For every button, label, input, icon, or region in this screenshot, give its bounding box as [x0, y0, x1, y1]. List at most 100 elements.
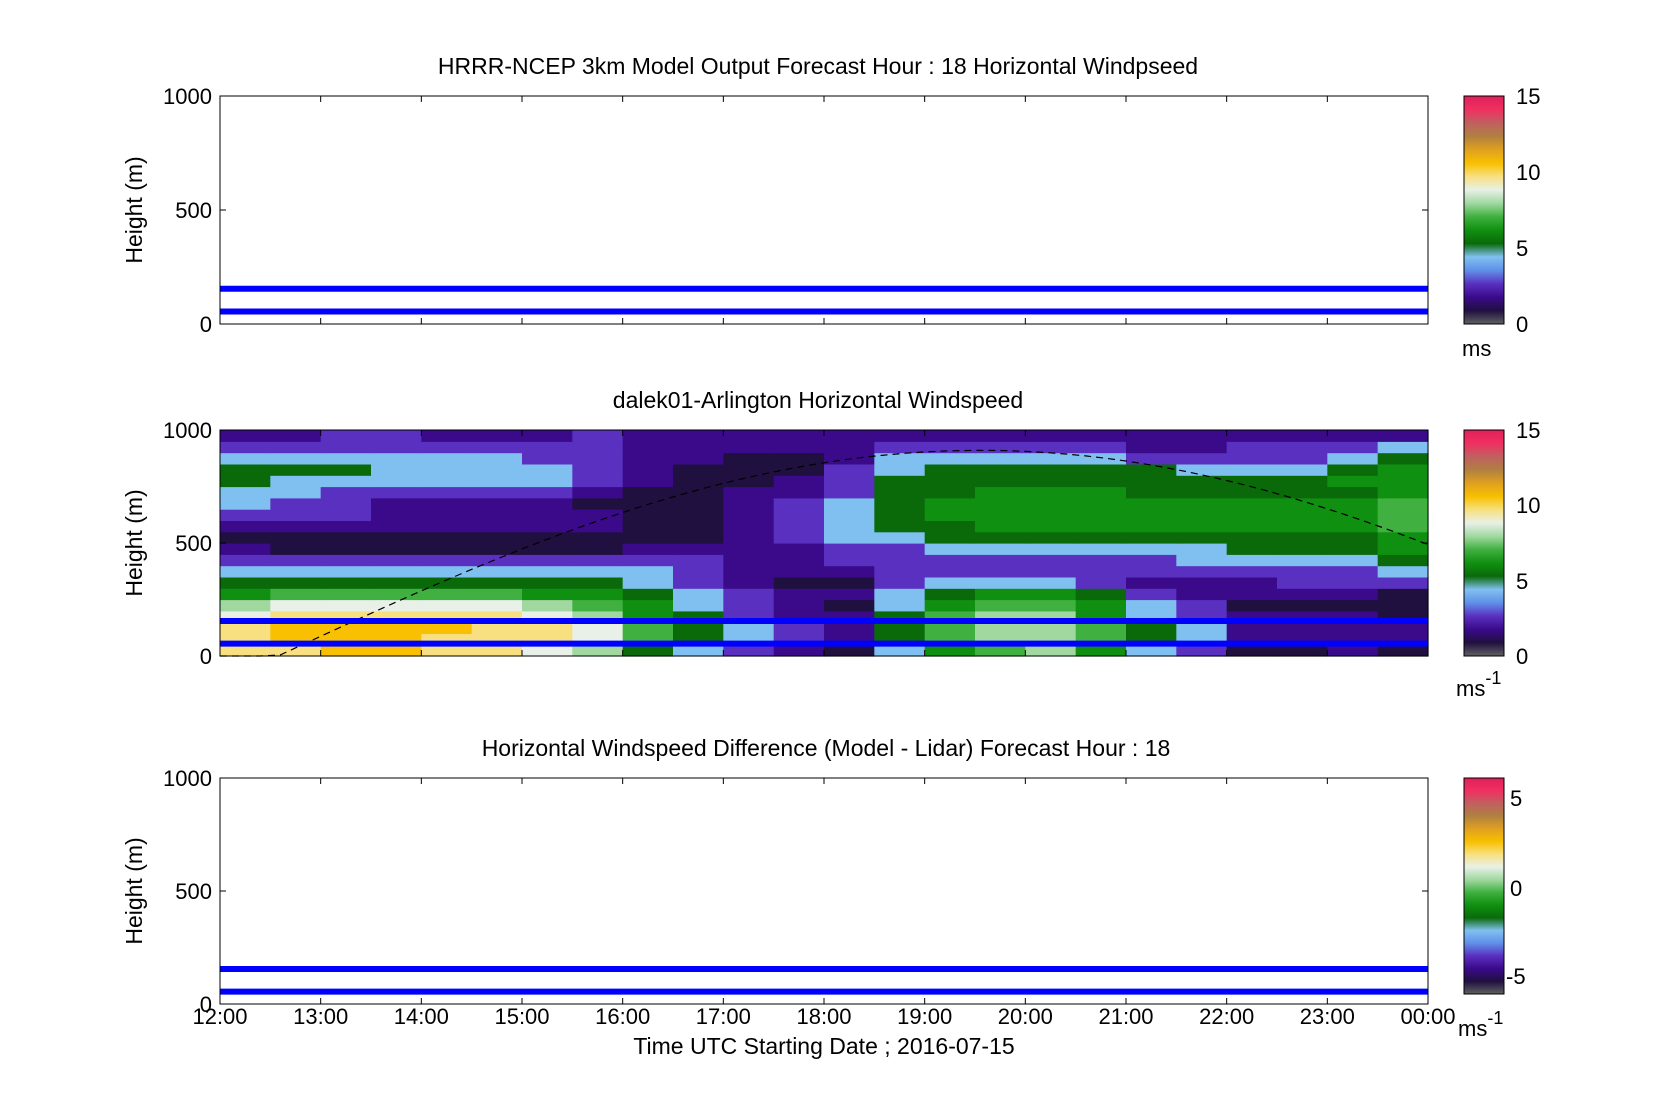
heatmap-cell — [1327, 475, 1379, 488]
heatmap-cell — [773, 565, 825, 578]
heatmap-cell — [572, 452, 624, 465]
heatmap-cell — [975, 520, 1026, 533]
heatmap-cell — [1226, 509, 1278, 521]
heatmap-cell — [622, 520, 674, 533]
heatmap-cell — [1126, 622, 1177, 634]
heatmap-cell — [773, 576, 825, 589]
heatmap-cell — [622, 430, 674, 442]
heatmap-cell — [1126, 520, 1177, 533]
heatmap-cell — [270, 565, 322, 578]
heatmap-cell — [371, 497, 422, 510]
heatmap-cell — [320, 520, 372, 533]
heatmap-cell — [1025, 531, 1077, 544]
heatmap-cell — [673, 463, 724, 476]
heatmap-cell — [320, 633, 372, 646]
heatmap-cell — [1327, 531, 1379, 544]
heatmap-cell — [421, 475, 473, 488]
heatmap-cell — [270, 509, 322, 521]
heatmap-cell — [1327, 565, 1379, 578]
heatmap-cell — [220, 463, 271, 476]
heatmap-cell — [1277, 622, 1328, 634]
heatmap-cell — [471, 554, 523, 567]
heatmap-cell — [522, 543, 573, 555]
heatmap-cell — [1025, 554, 1077, 567]
heatmap-cell — [371, 644, 422, 657]
x-tick-label: 18:00 — [796, 1004, 851, 1029]
heatmap-cell — [1025, 452, 1077, 465]
heatmap-cell — [1176, 588, 1228, 601]
heatmap-cell — [471, 633, 523, 646]
heatmap-cell — [1226, 633, 1278, 646]
heatmap-cell — [723, 463, 775, 476]
heatmap-cell — [522, 497, 573, 510]
heatmap-cell — [924, 610, 976, 623]
heatmap-cell — [773, 475, 825, 488]
heatmap-cell — [673, 622, 724, 634]
heatmap-cell — [1075, 633, 1127, 646]
heatmap-cell — [522, 486, 573, 499]
panel-lidar-cbar-tick-10: 10 — [1516, 493, 1540, 518]
heatmap-cell — [572, 622, 624, 634]
heatmap-cell — [371, 554, 422, 567]
heatmap-cell — [975, 610, 1026, 623]
heatmap-cell — [572, 463, 624, 476]
panel-lidar-cbar-tick-15: 15 — [1516, 418, 1540, 443]
heatmap-cell — [975, 565, 1026, 578]
heatmap-cell — [471, 452, 523, 465]
heatmap-cell — [1226, 644, 1278, 657]
heatmap-cell — [1377, 486, 1429, 499]
heatmap-cell — [471, 576, 523, 589]
panel-model-cbar-tick-0: 0 — [1516, 312, 1528, 337]
heatmap-cell — [421, 497, 473, 510]
heatmap-cell — [975, 599, 1026, 612]
heatmap-cell — [622, 486, 674, 499]
heatmap-cell — [874, 622, 926, 634]
heatmap-cell — [1226, 430, 1278, 442]
heatmap-cell — [773, 497, 825, 510]
heatmap-cell — [1277, 441, 1328, 454]
heatmap-cell — [522, 531, 573, 544]
heatmap-cell — [220, 588, 271, 601]
heatmap-cell — [220, 610, 271, 623]
heatmap-cell — [824, 599, 875, 612]
heatmap-cell — [522, 509, 573, 521]
heatmap-cell — [1126, 486, 1177, 499]
heatmap-cell — [371, 452, 422, 465]
heatmap-cell — [572, 554, 624, 567]
heatmap-cell — [622, 452, 674, 465]
x-tick-label: 19:00 — [897, 1004, 952, 1029]
heatmap-cell — [773, 554, 825, 567]
x-tick-label: 16:00 — [595, 1004, 650, 1029]
heatmap-cell — [371, 441, 422, 454]
heatmap-cell — [1176, 486, 1228, 499]
heatmap-cell — [622, 554, 674, 567]
heatmap-cell — [220, 486, 271, 499]
heatmap-cell — [270, 452, 322, 465]
heatmap-cell — [1075, 497, 1127, 510]
heatmap-cell — [1176, 599, 1228, 612]
heatmap-cell — [1277, 475, 1328, 488]
heatmap-cell — [572, 509, 624, 521]
heatmap-cell — [1377, 509, 1429, 521]
heatmap-cell — [421, 520, 473, 533]
heatmap-cell — [673, 531, 724, 544]
heatmap-cell — [471, 622, 523, 634]
heatmap-cell — [572, 633, 624, 646]
heatmap-cell — [1176, 554, 1228, 567]
x-tick-label: 21:00 — [1098, 1004, 1153, 1029]
heatmap-cell — [975, 588, 1026, 601]
heatmap-cell — [673, 644, 724, 657]
heatmap-cell — [270, 441, 322, 454]
heatmap-cell — [824, 633, 875, 646]
panel-difference-cbar-tick-neg5: -5 — [1506, 964, 1526, 989]
heatmap-cell — [622, 644, 674, 657]
heatmap-cell — [874, 610, 926, 623]
heatmap-cell — [1277, 531, 1328, 544]
heatmap-cell — [874, 486, 926, 499]
heatmap-cell — [622, 576, 674, 589]
panel-model-cbar-tick-10: 10 — [1516, 160, 1540, 185]
heatmap-cell — [874, 576, 926, 589]
heatmap-cell — [471, 520, 523, 533]
heatmap-cell — [1075, 576, 1127, 589]
heatmap-cell — [773, 486, 825, 499]
